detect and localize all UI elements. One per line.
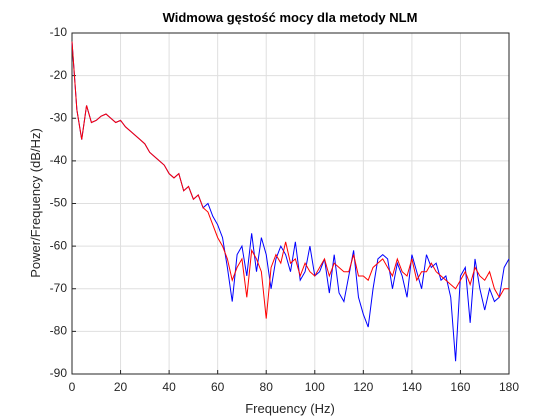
y-tick-label: -80 [50,324,68,338]
data-line [71,41,509,319]
x-tick-label: 80 [260,380,274,394]
y-tick-label: -40 [50,153,68,167]
x-tick-label: 0 [69,380,76,394]
x-tick-label: 40 [162,380,176,394]
x-tick-label: 160 [450,380,470,394]
x-tick-label: 140 [402,380,422,394]
x-tick-label: 180 [499,380,519,394]
y-tick-label: -10 [50,25,68,39]
y-tick-label: -90 [50,366,68,380]
x-tick-label: 100 [305,380,325,394]
y-tick-label: -50 [50,196,68,210]
x-tick-label: 60 [211,380,225,394]
y-axis-label: Power/Frequency (dB/Hz) [28,128,43,278]
y-tick-label: -60 [50,238,68,252]
x-tick-label: 20 [114,380,128,394]
plot-frame [71,32,510,375]
x-axis-label: Frequency (Hz) [245,401,335,416]
y-tick-label: -30 [50,110,68,124]
x-tick-label: 120 [353,380,373,394]
y-tick-label: -20 [50,68,68,82]
chart-title: Widmowa gęstość mocy dla metody NLM [163,10,418,25]
y-tick-label: -70 [50,281,68,295]
